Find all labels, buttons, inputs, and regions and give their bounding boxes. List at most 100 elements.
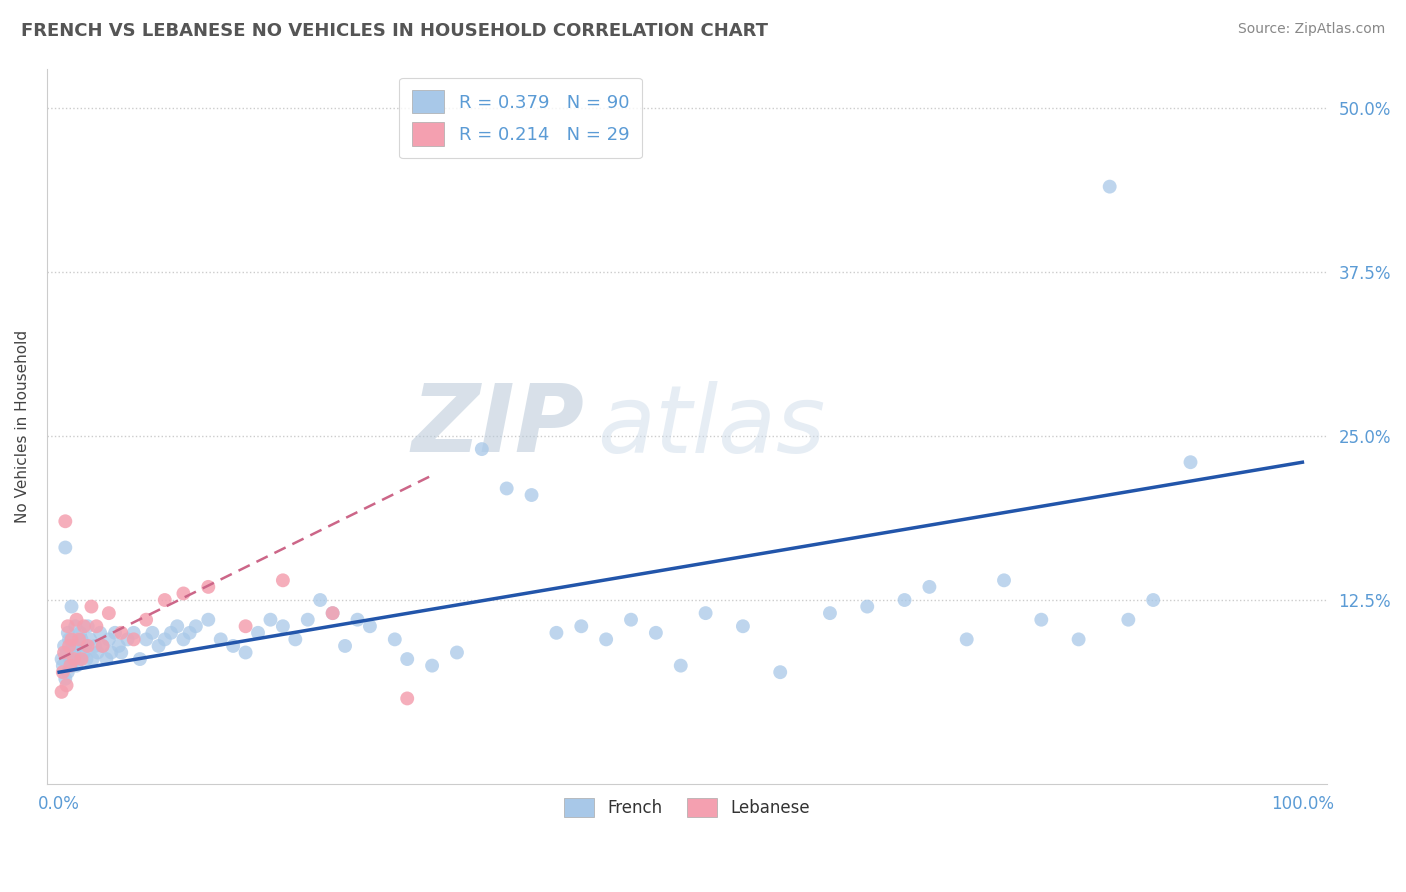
Point bbox=[65, 619, 87, 633]
Point bbox=[76, 619, 98, 633]
Point bbox=[284, 632, 307, 647]
Point bbox=[117, 632, 139, 647]
Point bbox=[495, 482, 517, 496]
Point bbox=[86, 646, 108, 660]
Point bbox=[620, 613, 643, 627]
Point bbox=[55, 646, 77, 660]
Point bbox=[58, 639, 80, 653]
Point bbox=[956, 632, 979, 647]
Point bbox=[91, 639, 114, 653]
Point bbox=[67, 632, 90, 647]
Point bbox=[1031, 613, 1053, 627]
Point bbox=[420, 658, 443, 673]
Point bbox=[993, 574, 1015, 588]
Point bbox=[172, 632, 194, 647]
Point bbox=[129, 652, 152, 666]
Point bbox=[96, 652, 118, 666]
Point bbox=[86, 619, 108, 633]
Point bbox=[65, 658, 87, 673]
Point bbox=[153, 593, 176, 607]
Point bbox=[67, 652, 90, 666]
Point bbox=[856, 599, 879, 614]
Point bbox=[52, 658, 75, 673]
Point bbox=[66, 639, 89, 653]
Point bbox=[73, 646, 96, 660]
Point bbox=[76, 639, 98, 653]
Point bbox=[359, 619, 381, 633]
Point bbox=[644, 625, 666, 640]
Point bbox=[122, 625, 145, 640]
Point bbox=[70, 652, 93, 666]
Point bbox=[918, 580, 941, 594]
Point bbox=[75, 652, 97, 666]
Point bbox=[97, 606, 120, 620]
Point bbox=[471, 442, 494, 456]
Point bbox=[893, 593, 915, 607]
Point bbox=[271, 619, 294, 633]
Point bbox=[63, 646, 86, 660]
Y-axis label: No Vehicles in Household: No Vehicles in Household bbox=[15, 329, 30, 523]
Point bbox=[56, 665, 79, 680]
Point bbox=[135, 613, 157, 627]
Point bbox=[695, 606, 717, 620]
Point bbox=[569, 619, 592, 633]
Point bbox=[1180, 455, 1202, 469]
Point bbox=[141, 625, 163, 640]
Point bbox=[235, 619, 257, 633]
Point bbox=[1118, 613, 1140, 627]
Point bbox=[135, 632, 157, 647]
Point bbox=[70, 632, 93, 647]
Point bbox=[209, 632, 232, 647]
Text: FRENCH VS LEBANESE NO VEHICLES IN HOUSEHOLD CORRELATION CHART: FRENCH VS LEBANESE NO VEHICLES IN HOUSEH… bbox=[21, 22, 768, 40]
Point bbox=[322, 606, 344, 620]
Point bbox=[160, 625, 183, 640]
Point bbox=[309, 593, 332, 607]
Point bbox=[110, 646, 132, 660]
Point bbox=[89, 625, 111, 640]
Point bbox=[60, 599, 83, 614]
Point bbox=[59, 652, 82, 666]
Point bbox=[110, 625, 132, 640]
Point bbox=[179, 625, 201, 640]
Point bbox=[80, 599, 103, 614]
Point bbox=[396, 652, 419, 666]
Point bbox=[166, 619, 188, 633]
Point bbox=[384, 632, 406, 647]
Point bbox=[247, 625, 270, 640]
Point bbox=[97, 632, 120, 647]
Point bbox=[52, 665, 75, 680]
Point bbox=[172, 586, 194, 600]
Point bbox=[669, 658, 692, 673]
Point bbox=[1142, 593, 1164, 607]
Point bbox=[69, 625, 91, 640]
Point bbox=[122, 632, 145, 647]
Point bbox=[55, 678, 77, 692]
Point bbox=[51, 652, 73, 666]
Point bbox=[271, 574, 294, 588]
Point bbox=[148, 639, 170, 653]
Point bbox=[53, 541, 76, 555]
Point bbox=[197, 613, 219, 627]
Point bbox=[91, 639, 114, 653]
Legend: French, Lebanese: French, Lebanese bbox=[555, 789, 818, 825]
Point bbox=[104, 625, 127, 640]
Point bbox=[769, 665, 792, 680]
Point bbox=[84, 639, 107, 653]
Point bbox=[197, 580, 219, 594]
Point bbox=[818, 606, 841, 620]
Point bbox=[63, 652, 86, 666]
Point bbox=[297, 613, 319, 627]
Point bbox=[53, 646, 76, 660]
Point bbox=[520, 488, 543, 502]
Point bbox=[259, 613, 281, 627]
Text: ZIP: ZIP bbox=[412, 380, 585, 472]
Point bbox=[235, 646, 257, 660]
Point bbox=[60, 632, 83, 647]
Point bbox=[60, 658, 83, 673]
Point bbox=[73, 619, 96, 633]
Text: atlas: atlas bbox=[598, 381, 825, 472]
Point bbox=[322, 606, 344, 620]
Point bbox=[65, 613, 87, 627]
Point bbox=[731, 619, 754, 633]
Point bbox=[184, 619, 207, 633]
